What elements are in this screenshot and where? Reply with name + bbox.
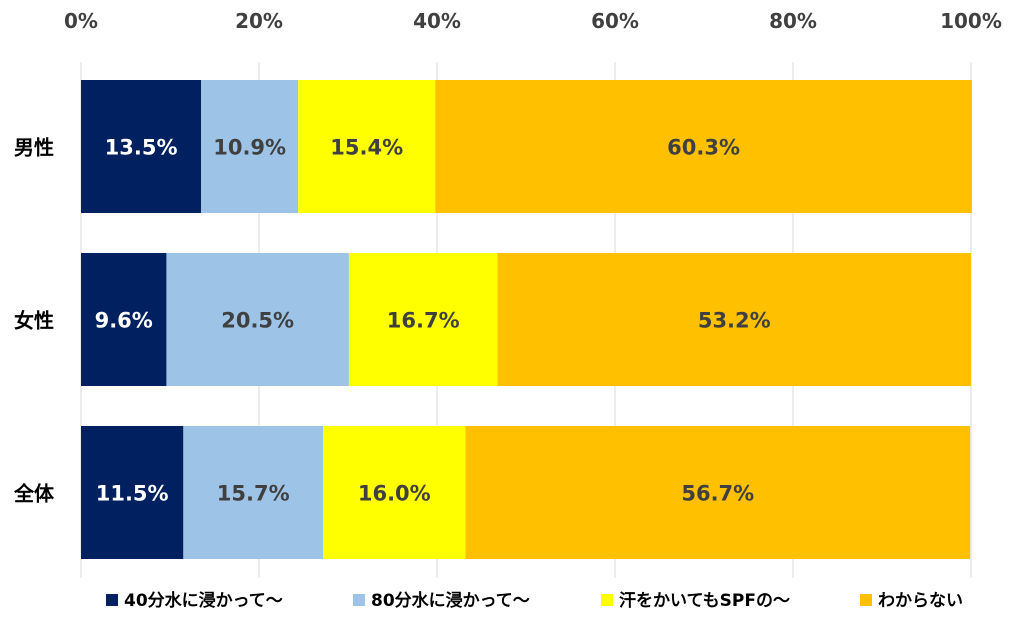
- bar-segment: [435, 80, 972, 213]
- x-tick-label: 0%: [64, 9, 98, 33]
- bar-segment: [298, 80, 436, 213]
- legend: 40分水に浸かって～ 80分水に浸かって～ 汗をかいてもSPFの～ わからない: [106, 590, 963, 611]
- legend-label: 40分水に浸かって～: [124, 590, 283, 611]
- legend-label: 80分水に浸かって～: [371, 590, 530, 611]
- data-label: 15.7%: [217, 482, 290, 506]
- bar-segment: [166, 253, 349, 386]
- data-label: 20.5%: [221, 309, 294, 333]
- legend-swatch: [106, 594, 118, 606]
- legend-swatch: [601, 594, 613, 606]
- data-label: 16.7%: [387, 309, 460, 333]
- data-label: 15.4%: [330, 136, 403, 160]
- bar-segment: [323, 426, 466, 559]
- bar-segment: [81, 253, 167, 386]
- data-label: 60.3%: [667, 136, 740, 160]
- x-axis-ticks: 0% 20% 40% 60% 80% 100%: [64, 9, 1002, 33]
- x-tick-label: 40%: [413, 9, 461, 33]
- legend-swatch: [353, 594, 365, 606]
- category-label: 全体: [13, 482, 55, 506]
- category-label: 女性: [14, 309, 54, 333]
- x-tick-label: 60%: [591, 9, 639, 33]
- legend-label: 汗をかいてもSPFの～: [619, 590, 790, 611]
- bar-segment: [497, 253, 971, 386]
- data-label: 53.2%: [698, 309, 771, 333]
- data-label: 9.6%: [95, 309, 153, 333]
- bar-segment: [348, 253, 498, 386]
- data-label: 16.0%: [358, 482, 431, 506]
- bar-segment: [81, 426, 184, 559]
- bars: 13.5% 10.9% 15.4% 60.3% 9.6% 20.5% 16.7% 53.2% 1…: [81, 80, 972, 559]
- bar-segment: [201, 80, 299, 213]
- data-label: 13.5%: [105, 136, 178, 160]
- x-tick-label: 100%: [940, 9, 1002, 33]
- bar-segment: [183, 426, 324, 559]
- x-tick-label: 20%: [235, 9, 283, 33]
- data-label: 10.9%: [213, 136, 286, 160]
- bar-segment: [81, 80, 202, 213]
- data-label: 11.5%: [96, 482, 169, 506]
- legend-swatch: [860, 594, 872, 606]
- x-tick-label: 80%: [769, 9, 817, 33]
- legend-label: わからない: [878, 591, 963, 611]
- bar-segment: [465, 426, 971, 559]
- data-label: 56.7%: [681, 482, 754, 506]
- category-label: 男性: [14, 136, 54, 160]
